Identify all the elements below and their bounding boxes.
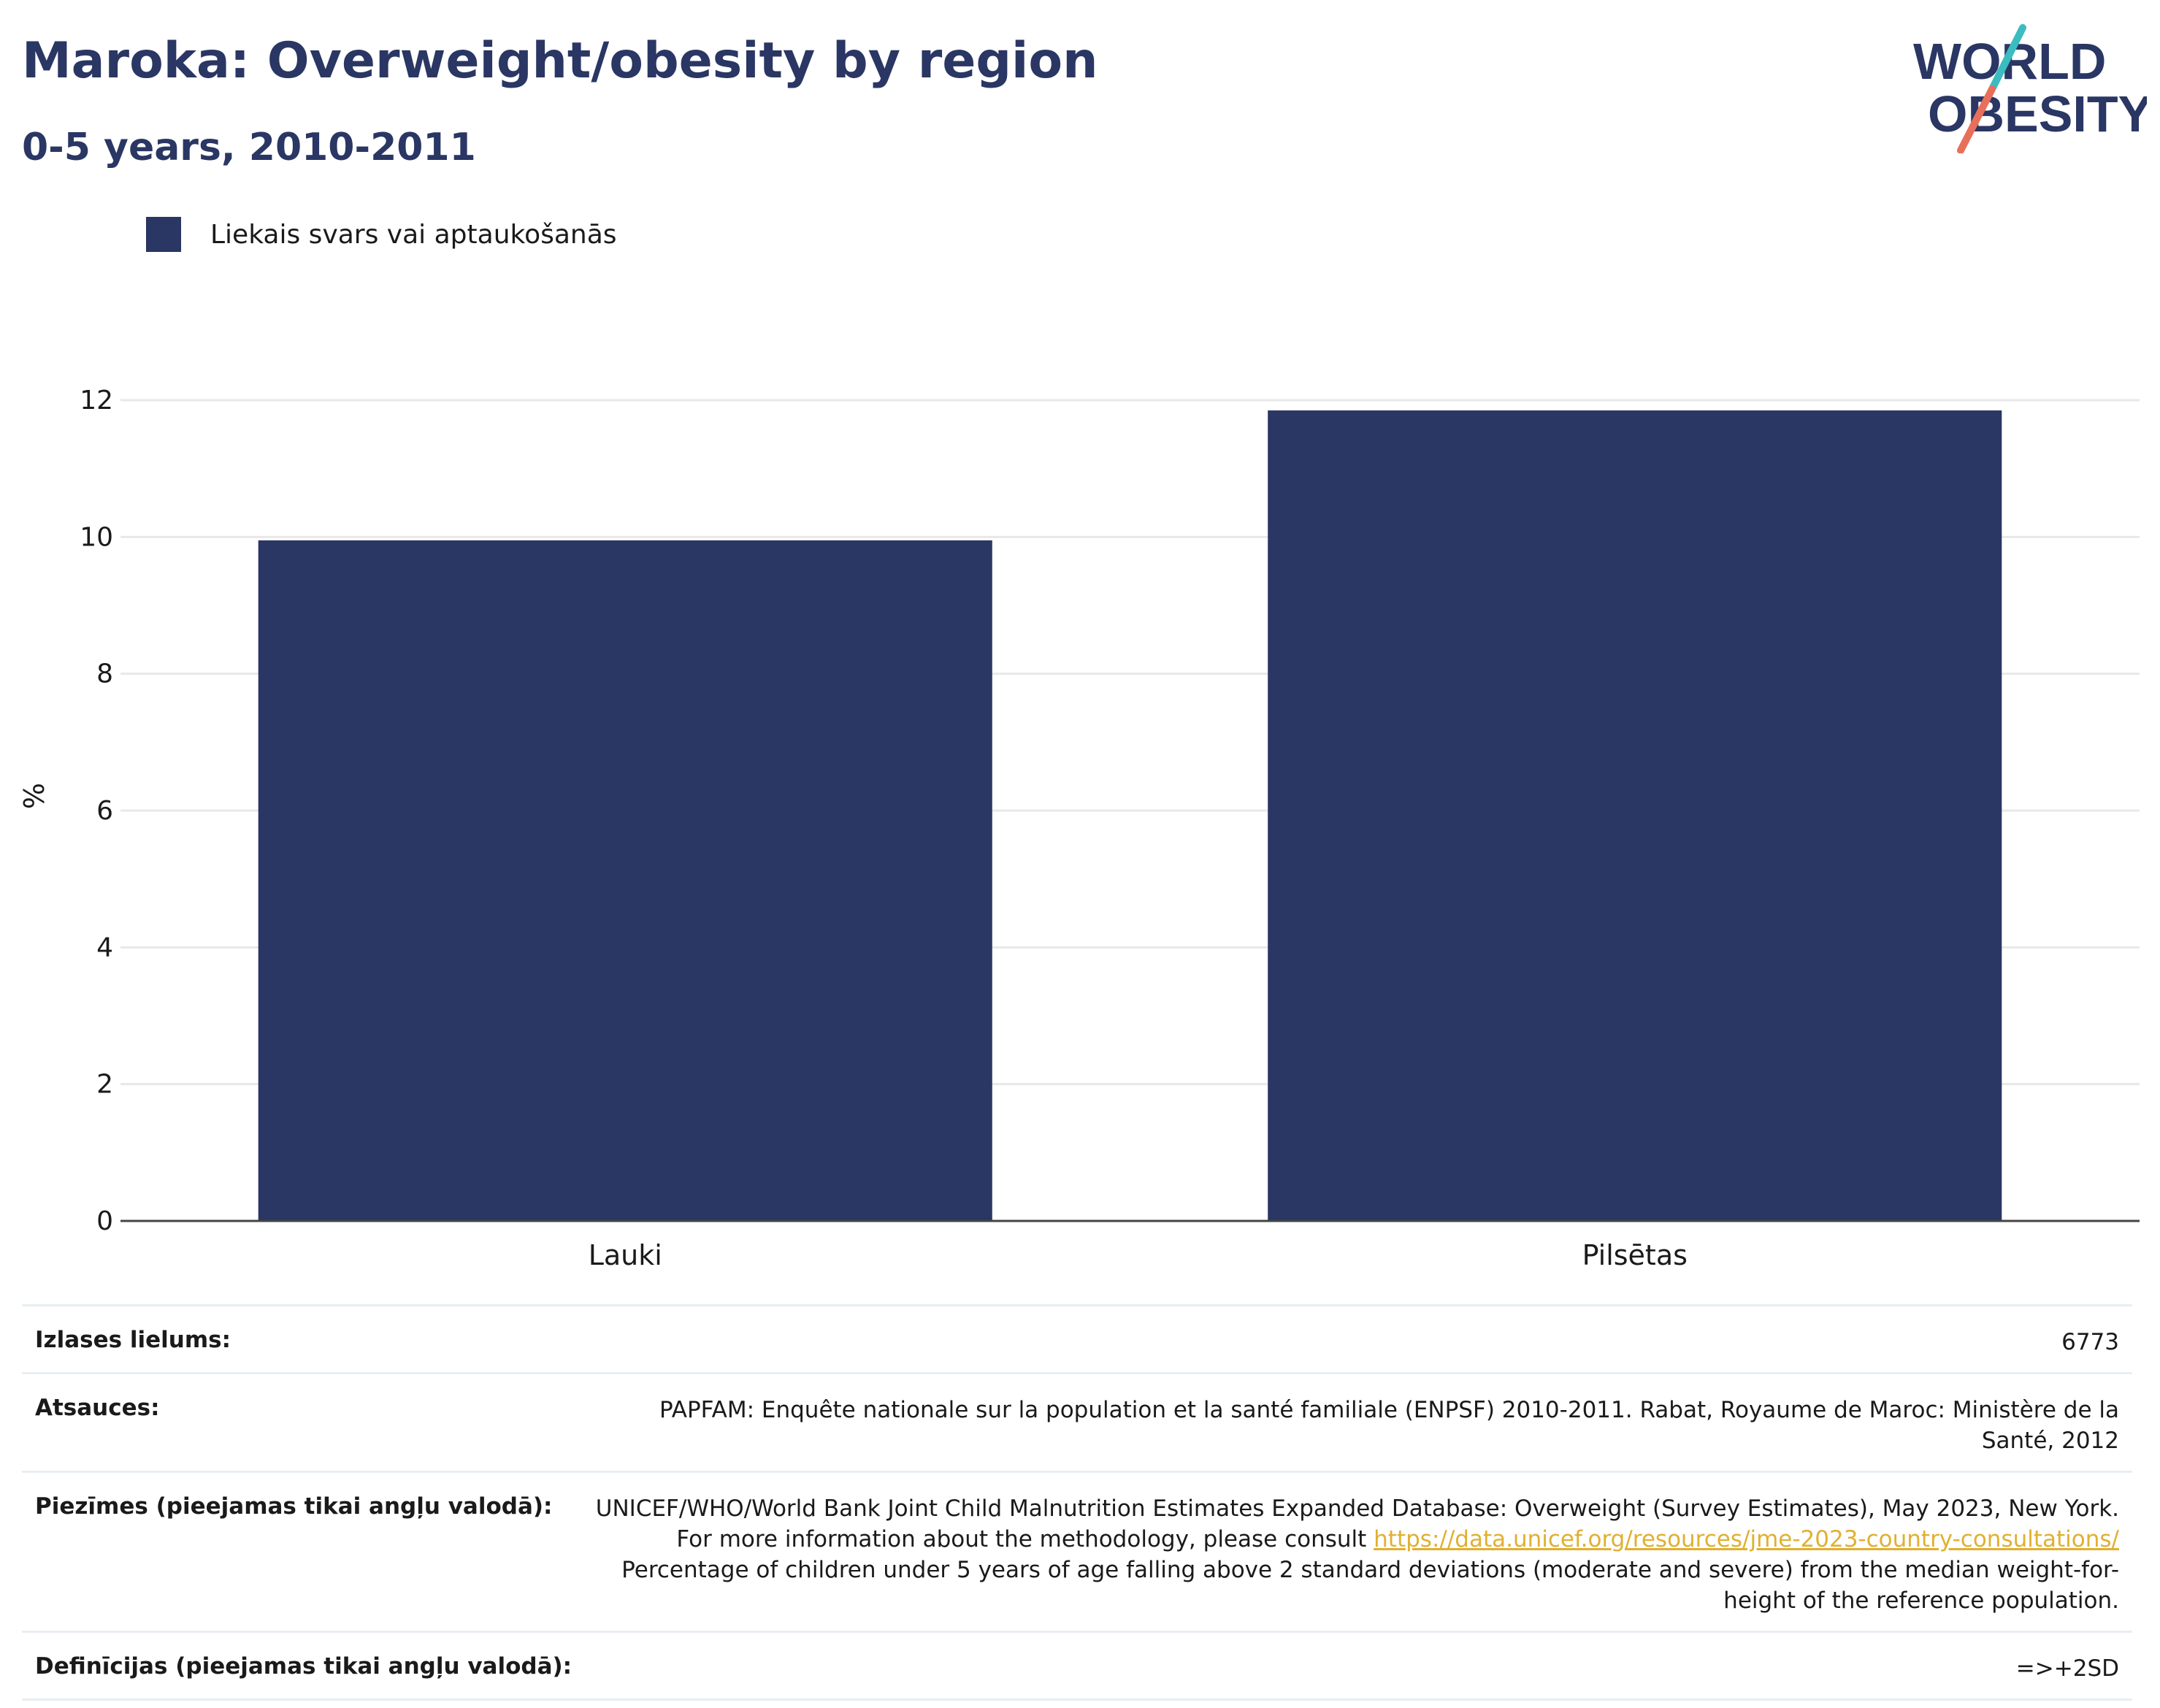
notes-value: UNICEF/WHO/World Bank Joint Child Malnut… <box>590 1493 2119 1616</box>
sample-size-label: Izlases lielums: <box>35 1327 231 1353</box>
logo-word-obesity: OBESITY <box>1928 85 2147 142</box>
info-table: Izlases lielums: 6773 Atsauces: PAPFAM: … <box>22 1304 2132 1701</box>
notes-text-1: UNICEF/WHO/World Bank Joint Child Malnut… <box>595 1496 2119 1552</box>
info-row-sample-size: Izlases lielums: 6773 <box>22 1304 2132 1372</box>
info-row-sources: Atsauces: PAPFAM: Enquête nationale sur … <box>22 1372 2132 1471</box>
bar <box>258 540 992 1221</box>
y-tick-label: 10 <box>80 522 113 552</box>
y-tick-label: 12 <box>80 386 113 415</box>
y-tick-label: 6 <box>96 796 113 826</box>
y-tick-label: 4 <box>96 932 113 962</box>
y-axis-title: % <box>18 783 50 809</box>
x-tick-label: Lauki <box>589 1239 662 1271</box>
info-row-definitions: Definīcijas (pieejamas tikai angļu valod… <box>22 1631 2132 1701</box>
logo-slash-coral <box>1957 85 1996 153</box>
definitions-value: =>+2SD <box>2015 1655 2119 1682</box>
logo-slash-teal <box>1988 24 2026 93</box>
world-obesity-logo: WORLD OBESITY <box>1913 24 2147 153</box>
chart-title: Maroka: Overweight/obesity by region <box>22 32 1098 90</box>
sample-size-value: 6773 <box>2061 1329 2119 1355</box>
info-row-notes: Piezīmes (pieejamas tikai angļu valodā):… <box>22 1471 2132 1631</box>
sources-label: Atsauces: <box>35 1395 160 1421</box>
x-tick-label: Pilsētas <box>1582 1239 1688 1271</box>
bar <box>1268 410 2002 1221</box>
chart-subtitle: 0-5 years, 2010-2011 <box>22 126 476 169</box>
notes-link[interactable]: https://data.unicef.org/resources/jme-20… <box>1374 1526 2119 1552</box>
notes-text-2: Percentage of children under 5 years of … <box>621 1557 2119 1614</box>
legend-swatch <box>146 217 181 252</box>
notes-label: Piezīmes (pieejamas tikai angļu valodā): <box>35 1493 553 1520</box>
legend: Liekais svars vai aptaukošanās <box>146 216 617 253</box>
bar-chart: 0 2 4 6 8 10 12% Lauki Pilsētas <box>18 386 2140 1271</box>
y-tick-label: 0 <box>96 1206 113 1236</box>
definitions-label: Definīcijas (pieejamas tikai angļu valod… <box>35 1653 572 1680</box>
legend-label: Liekais svars vai aptaukošanās <box>210 219 617 250</box>
sources-value: PAPFAM: Enquête nationale sur la populat… <box>659 1397 2119 1454</box>
y-tick-label: 8 <box>96 659 113 689</box>
y-tick-label: 2 <box>96 1070 113 1100</box>
